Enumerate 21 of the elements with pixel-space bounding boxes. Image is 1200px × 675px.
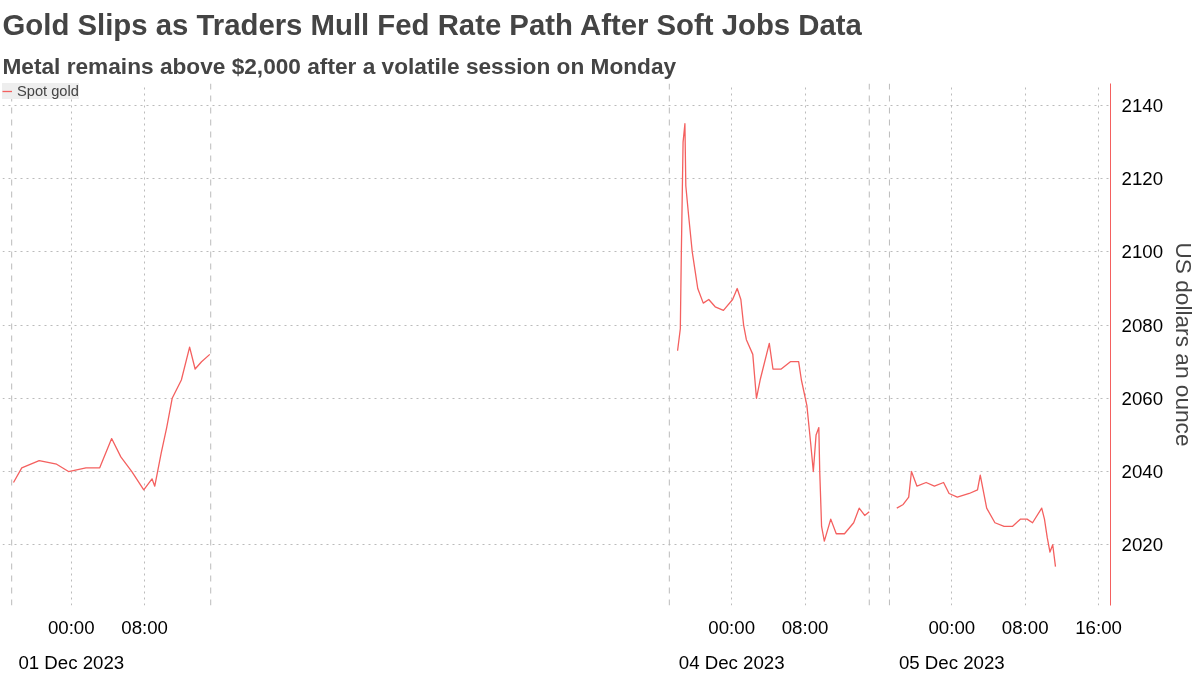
y-tick-label: 2040 — [1121, 461, 1164, 483]
y-tick-label: 2100 — [1121, 241, 1164, 263]
x2-tick-label: 01 Dec 2023 — [18, 651, 125, 673]
y-axis-title: US dollars an ounce — [1171, 242, 1197, 447]
x2-tick-label: 05 Dec 2023 — [898, 651, 1005, 673]
x-tick-label: 08:00 — [1001, 616, 1049, 638]
y-tick-label: 2140 — [1121, 94, 1164, 116]
y-tick-label: 2080 — [1121, 314, 1164, 336]
y-tick-label: 2020 — [1121, 534, 1164, 556]
x-tick-label: 08:00 — [781, 616, 829, 638]
x-tick-label: 16:00 — [1075, 616, 1122, 638]
y-tick-label: 2060 — [1121, 387, 1164, 409]
x-tick-label: 00:00 — [47, 616, 95, 638]
legend-label: Spot gold — [17, 83, 79, 99]
chart-subtitle: Metal remains above $2,000 after a volatile session on Monday — [2, 52, 677, 79]
x-tick-label: 00:00 — [708, 616, 756, 638]
x2-tick-label: 04 Dec 2023 — [678, 651, 785, 673]
chart-title: Gold Slips as Traders Mull Fed Rate Path After Soft Jobs Data — [2, 7, 863, 41]
x-tick-label: 00:00 — [928, 616, 976, 638]
y-tick-label: 2120 — [1121, 168, 1164, 190]
x-tick-label: 08:00 — [121, 616, 169, 638]
